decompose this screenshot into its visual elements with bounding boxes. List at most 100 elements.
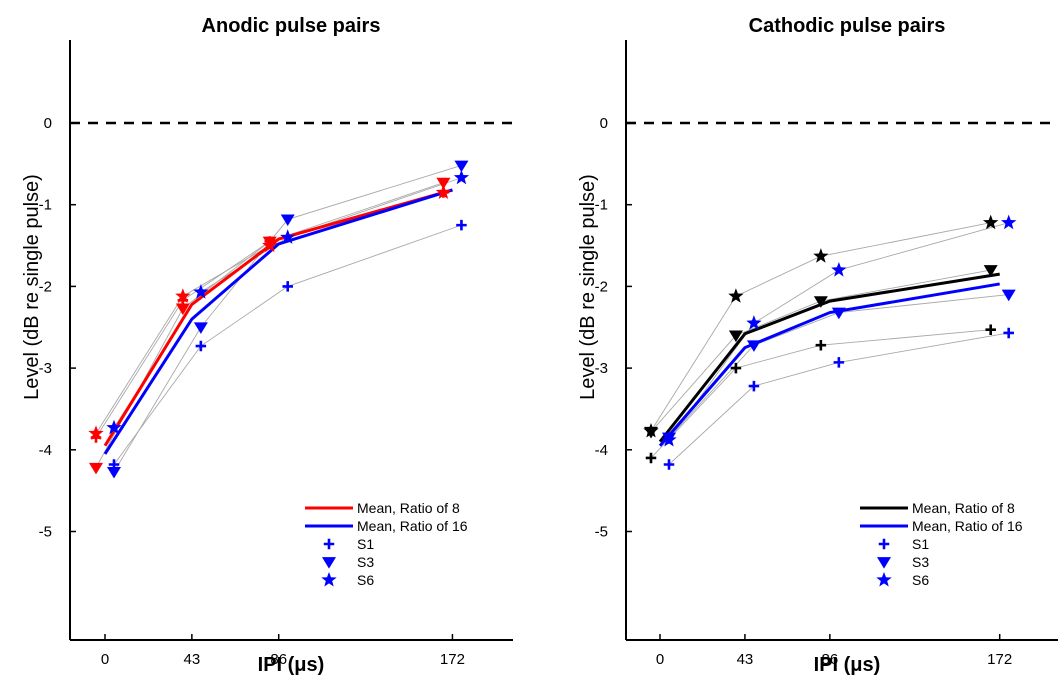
y-tick-label: -5 xyxy=(595,524,608,541)
marker-triangle xyxy=(746,340,761,352)
marker-plus xyxy=(878,538,890,550)
panel-anodic: Anodic pulse pairs IPI (μs) Level (dB re… xyxy=(21,15,513,676)
legend-label: S3 xyxy=(357,554,374,570)
chart-title: Cathodic pulse pairs xyxy=(749,15,946,37)
marker-triangle xyxy=(107,466,121,479)
y-axis-label: Level (dB re single pulse) xyxy=(21,174,43,400)
legend-label: S1 xyxy=(912,536,929,552)
marker-star xyxy=(746,315,762,330)
marker-triangle xyxy=(454,160,469,173)
subject-line xyxy=(95,192,444,434)
y-tick-label: -4 xyxy=(595,442,608,459)
marker-plus xyxy=(645,452,657,464)
marker-star xyxy=(106,419,122,435)
marker-star xyxy=(831,262,847,277)
marker-star xyxy=(661,431,677,447)
marker-star xyxy=(280,229,296,244)
marker-star xyxy=(321,572,337,587)
marker-plus xyxy=(282,281,293,292)
marker-star xyxy=(262,237,278,253)
marker-triangle xyxy=(1001,289,1016,302)
marker-triangle xyxy=(193,322,208,334)
subject-line xyxy=(650,222,991,432)
legend-label: Mean, Ratio of 8 xyxy=(357,500,460,516)
marker-star xyxy=(643,423,659,438)
marker-triangle xyxy=(831,307,846,320)
legend: Mean, Ratio of 8 Mean, Ratio of 16 S1 S3 S6 xyxy=(305,500,468,588)
marker-triangle xyxy=(280,214,295,227)
marker-plus xyxy=(323,538,335,550)
mean-line xyxy=(658,272,1000,443)
y-tick-label: -2 xyxy=(39,278,52,295)
marker-plus xyxy=(195,340,207,352)
x-tick-label: 172 xyxy=(440,651,465,668)
subject-line xyxy=(668,294,1009,438)
marker-triangle xyxy=(322,557,336,569)
mean-line xyxy=(658,282,1000,447)
marker-star xyxy=(1001,214,1017,230)
subject-line xyxy=(113,165,462,473)
marker-star xyxy=(728,288,744,303)
marker-plus xyxy=(1003,327,1014,339)
marker-plus xyxy=(748,380,760,392)
marker-plus xyxy=(456,219,467,231)
x-tick-label: 43 xyxy=(737,651,754,668)
x-axis-label: IPI (μs) xyxy=(814,654,881,676)
marker-star xyxy=(876,572,892,587)
subject-line xyxy=(668,332,1009,465)
y-tick-label: -2 xyxy=(595,278,608,295)
x-tick-label: 0 xyxy=(656,651,664,668)
x-tick-label: 86 xyxy=(822,651,839,668)
mean-line xyxy=(103,188,453,447)
marker-star xyxy=(193,284,209,299)
marker-star xyxy=(88,425,104,440)
subject-line xyxy=(650,329,991,459)
subject-line xyxy=(668,222,1009,441)
x-axis-label: IPI (μs) xyxy=(258,654,325,676)
subject-line xyxy=(95,192,444,438)
marker-triangle xyxy=(983,265,998,277)
x-tick-label: 0 xyxy=(101,651,109,668)
marker-star xyxy=(983,214,999,230)
marker-triangle xyxy=(728,330,743,343)
marker-plus xyxy=(985,324,996,335)
legend: Mean, Ratio of 8 Mean, Ratio of 16 S1 S3 S6 xyxy=(860,500,1023,588)
marker-plus xyxy=(730,362,742,374)
legend-label: Mean, Ratio of 8 xyxy=(912,500,1015,516)
y-tick-label: -3 xyxy=(39,360,52,377)
marker-star xyxy=(435,184,452,199)
marker-star xyxy=(453,169,470,185)
chart-title: Anodic pulse pairs xyxy=(202,15,381,37)
y-tick-label: -1 xyxy=(39,197,52,214)
subject-line xyxy=(113,224,462,465)
panel-cathodic: Cathodic pulse pairs IPI (μs) Level (dB … xyxy=(577,15,1058,676)
y-tick-label: -4 xyxy=(39,442,52,459)
legend-label: Mean, Ratio of 16 xyxy=(912,518,1023,534)
marker-triangle xyxy=(89,462,103,475)
legend-label: S6 xyxy=(912,572,929,588)
y-tick-label: 0 xyxy=(44,115,52,132)
x-tick-label: 86 xyxy=(270,651,287,668)
marker-plus xyxy=(815,339,827,351)
x-tick-label: 172 xyxy=(987,651,1012,668)
y-axis-label: Level (dB re single pulse) xyxy=(577,174,599,400)
legend-label: S3 xyxy=(912,554,929,570)
marker-triangle xyxy=(175,303,190,316)
marker-star xyxy=(813,248,829,263)
y-tick-label: -1 xyxy=(595,197,608,214)
subject-line xyxy=(650,269,991,433)
subject-line xyxy=(95,182,444,468)
y-tick-label: -5 xyxy=(39,524,52,541)
legend-label: Mean, Ratio of 16 xyxy=(357,518,468,534)
legend-label: S6 xyxy=(357,572,374,588)
marker-plus xyxy=(663,459,675,470)
mean-line xyxy=(103,188,453,455)
y-tick-label: -3 xyxy=(595,360,608,377)
legend-label: S1 xyxy=(357,536,374,552)
marker-star xyxy=(175,288,191,303)
marker-triangle xyxy=(813,296,828,308)
marker-plus xyxy=(833,357,845,368)
y-tick-label: 0 xyxy=(600,115,608,132)
